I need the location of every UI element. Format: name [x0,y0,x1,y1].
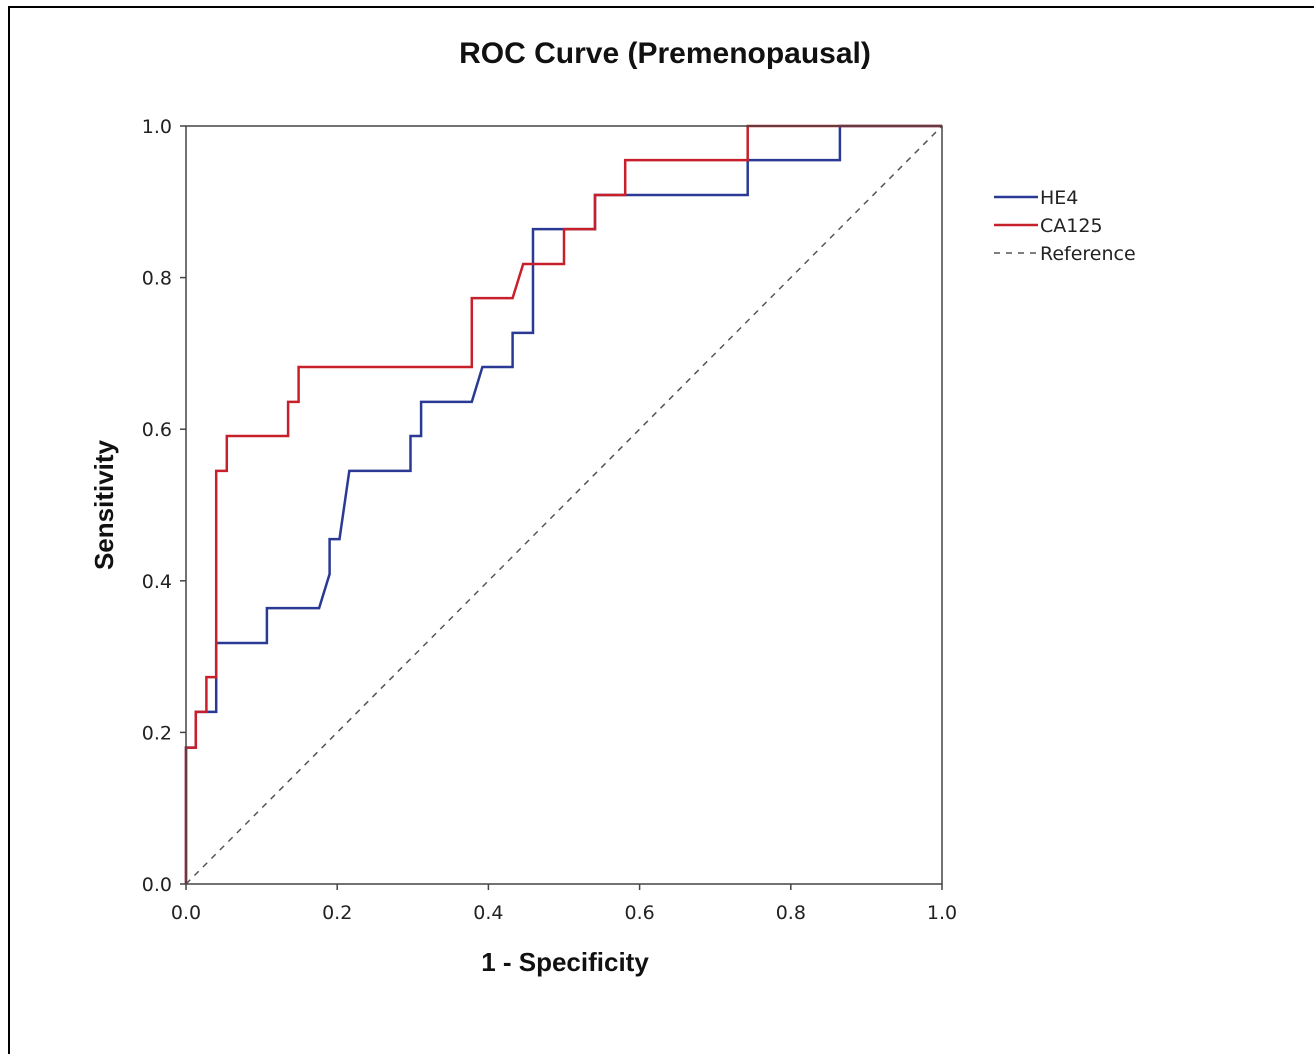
legend-label-reference: Reference [1040,243,1136,265]
y-tick-label: 0.0 [142,874,172,896]
y-tick-label: 0.6 [142,419,172,441]
x-tick-label: 0.8 [776,902,806,924]
series-layer [184,124,943,885]
ticks-layer: 0.0 0.2 0.4 0.6 0.8 1.0 0.0 0.2 0.4 0.6 0.8 1.0 [142,116,957,924]
x-tick-label: 0.4 [473,902,503,924]
y-tick-label: 0.4 [142,571,172,593]
y-tick-label: 1.0 [142,116,172,138]
series-line-reference [185,125,943,885]
x-tick-label: 1.0 [927,902,957,924]
legend-label-he4: HE4 [1040,187,1078,209]
chart-frame [8,6,1314,1054]
x-tick-label: 0.0 [171,902,201,924]
y-axis-label: Sensitivity [89,439,119,570]
series-line-ca125 [184,124,942,884]
plot-area [185,125,943,885]
y-tick-label: 0.8 [142,268,172,290]
legend-label-ca125: CA125 [1040,215,1103,237]
y-tick-label: 0.2 [142,722,172,744]
x-tick-label: 0.2 [322,902,352,924]
legend: HE4 CA125 Reference [994,187,1136,265]
x-axis-label: 1 - Specificity [481,947,649,977]
x-tick-label: 0.6 [624,902,654,924]
chart-title: ROC Curve (Premenopausal) [459,37,871,70]
